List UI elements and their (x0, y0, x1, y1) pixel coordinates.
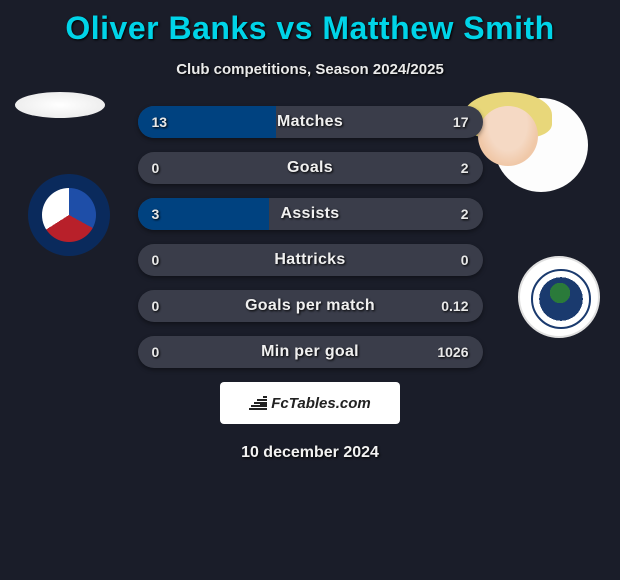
fctables-logo-icon (249, 396, 267, 410)
stat-label: Assists (138, 205, 483, 223)
stat-label: Goals per match (138, 297, 483, 315)
player-right-avatar (494, 98, 588, 192)
branding-badge: FcTables.com (220, 382, 400, 424)
stat-label: Goals (138, 159, 483, 177)
stat-row: 00Hattricks (138, 244, 483, 276)
snapshot-date: 10 december 2024 (0, 444, 620, 462)
player-left-avatar (15, 92, 105, 118)
stat-row: 01026Min per goal (138, 336, 483, 368)
comparison-content: 1317Matches 02Goals 32Assists 00Hattricks 00… (0, 106, 620, 462)
stat-row: 1317Matches (138, 106, 483, 138)
club-right-crest (518, 256, 600, 338)
comparison-title: Oliver Banks vs Matthew Smith (0, 0, 620, 47)
stat-label: Hattricks (138, 251, 483, 269)
club-left-crest (28, 174, 110, 256)
branding-text: FcTables.com (271, 395, 370, 412)
stat-label: Min per goal (138, 343, 483, 361)
stat-label: Matches (138, 113, 483, 131)
stat-row: 32Assists (138, 198, 483, 230)
player-right-face (478, 106, 538, 166)
stat-row: 02Goals (138, 152, 483, 184)
comparison-subtitle: Club competitions, Season 2024/2025 (0, 61, 620, 78)
stat-row: 00.12Goals per match (138, 290, 483, 322)
